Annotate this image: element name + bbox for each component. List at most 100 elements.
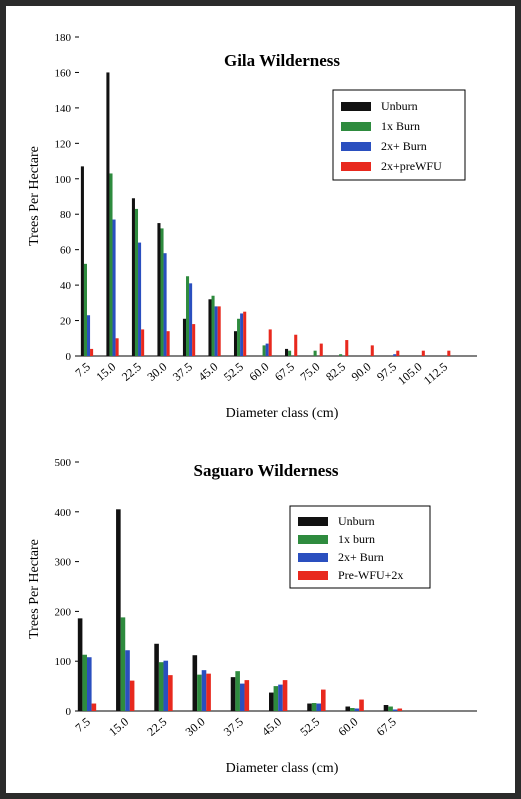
legend-label: Unburn [381, 99, 418, 113]
bar-unburn [233, 331, 238, 356]
bar-2x-burn [392, 709, 398, 711]
bar-unburn [106, 72, 110, 356]
bar-2x-burn [163, 253, 167, 356]
bar-2x-prewfu [90, 348, 94, 356]
bar-pre-wfu-2x [397, 708, 403, 711]
y-tick-label: 400 [55, 507, 72, 519]
bar-1x-burn [186, 276, 190, 356]
bar-pre-wfu-2x [359, 699, 364, 711]
legend-swatch [298, 517, 328, 526]
bar-1x-burn [388, 706, 393, 711]
x-tick-label: 37.5 [170, 360, 195, 384]
legend: Unburn 1x burn 2x+ Burn Pre-WFU+2x [289, 505, 431, 589]
bar-1x-burn [288, 350, 292, 356]
bar-1x-burn [235, 671, 240, 711]
bar-unburn [269, 692, 274, 711]
x-tick-label: 52.5 [221, 360, 246, 384]
y-axis-label: Trees Per Hectare [27, 539, 42, 639]
bar-pre-wfu-2x [206, 673, 211, 711]
bar-2x-prewfu [447, 350, 451, 356]
bar-2x-prewfu [421, 350, 425, 356]
x-tick-label: 45.0 [259, 715, 284, 739]
x-tick-label: 90.0 [349, 360, 374, 384]
bar-2x-burn [265, 343, 269, 356]
bar-1x-burn [262, 345, 266, 356]
bar-pre-wfu-2x [244, 680, 250, 711]
chart-1: Gila Wilderness 0 20 40 60 80 100 120 140 160 180 T… [27, 32, 477, 421]
bar-2x-burn [163, 660, 169, 711]
bar-unburn [208, 299, 212, 356]
legend-swatch [298, 553, 328, 562]
bar-1x-burn [109, 173, 113, 356]
bar-2x-prewfu [217, 306, 221, 356]
x-tick-label: 15.0 [93, 360, 118, 384]
bar-pre-wfu-2x [282, 680, 288, 711]
bar-unburn [182, 318, 186, 356]
bar-2x-burn [87, 315, 91, 356]
bar-1x-burn [134, 208, 139, 356]
x-tick-label: 15.0 [106, 715, 131, 739]
bar-2x-prewfu [396, 350, 400, 356]
legend-swatch [298, 535, 328, 544]
y-tick-label: 180 [55, 32, 72, 44]
bar-2x-burn [316, 703, 321, 711]
bar-2x-burn [201, 670, 207, 711]
bar-unburn [307, 703, 312, 711]
chart-title: Saguaro Wilderness [193, 461, 338, 480]
bar-2x-prewfu [294, 334, 298, 356]
bar-1x-burn [120, 617, 126, 711]
bar-2x-prewfu [319, 343, 323, 356]
x-tick-label: 22.5 [144, 715, 169, 739]
bar-unburn [80, 166, 84, 356]
bar-unburn [192, 655, 198, 711]
x-tick-label: 45.0 [195, 360, 220, 384]
legend-label: 1x Burn [381, 119, 420, 133]
bar-unburn [285, 348, 289, 356]
bar-2x-burn [354, 708, 360, 711]
bar-2x-burn [87, 657, 92, 711]
bar-2x-prewfu [243, 311, 247, 356]
bar-1x-burn [83, 263, 87, 356]
x-tick-label: 97.5 [374, 360, 399, 384]
bar-2x-prewfu [166, 331, 170, 356]
x-tick-label: 7.5 [72, 360, 92, 380]
bar-unburn [230, 677, 236, 711]
x-tick-label: 22.5 [119, 360, 144, 384]
y-tick-label: 160 [55, 67, 72, 79]
legend-swatch [298, 571, 328, 580]
legend-swatch [341, 102, 371, 111]
x-tick-label: 67.5 [272, 360, 297, 384]
bar-2x-burn [393, 354, 397, 356]
y-tick-label: 120 [55, 138, 72, 150]
y-tick-label: 80 [60, 209, 72, 221]
x-tick-label: 60.0 [335, 715, 360, 739]
x-tick-label: 30.0 [144, 360, 169, 384]
y-tick-label: 300 [55, 557, 72, 569]
bar-1x-burn [313, 350, 317, 356]
y-tick-label: 100 [55, 174, 72, 186]
bar-unburn [154, 643, 159, 711]
x-tick-label: 37.5 [221, 715, 246, 739]
bar-2x-prewfu [192, 324, 196, 356]
bar-pre-wfu-2x [168, 675, 173, 711]
bar-1x-burn [197, 674, 202, 711]
bar-2x-burn [239, 683, 245, 711]
y-tick-label: 0 [66, 351, 72, 363]
bar-1x-burn [339, 354, 343, 356]
bar-1x-burn [158, 662, 164, 711]
legend-label: 1x burn [338, 532, 375, 546]
bar-pre-wfu-2x [91, 703, 97, 711]
bar-1x-burn [82, 654, 87, 711]
bar-unburn [131, 198, 135, 356]
legend-label: 2x+ Burn [338, 550, 384, 564]
bar-2x-burn [125, 650, 130, 711]
y-tick-label: 200 [55, 606, 72, 618]
x-tick-label: 112.5 [421, 360, 450, 388]
bar-2x-burn [214, 306, 218, 356]
legend-label: Unburn [338, 514, 375, 528]
bar-pre-wfu-2x [321, 689, 326, 711]
y-tick-label: 100 [55, 656, 72, 668]
bar-2x-prewfu [141, 329, 145, 356]
y-tick-label: 500 [55, 457, 72, 469]
legend-swatch [341, 122, 371, 131]
